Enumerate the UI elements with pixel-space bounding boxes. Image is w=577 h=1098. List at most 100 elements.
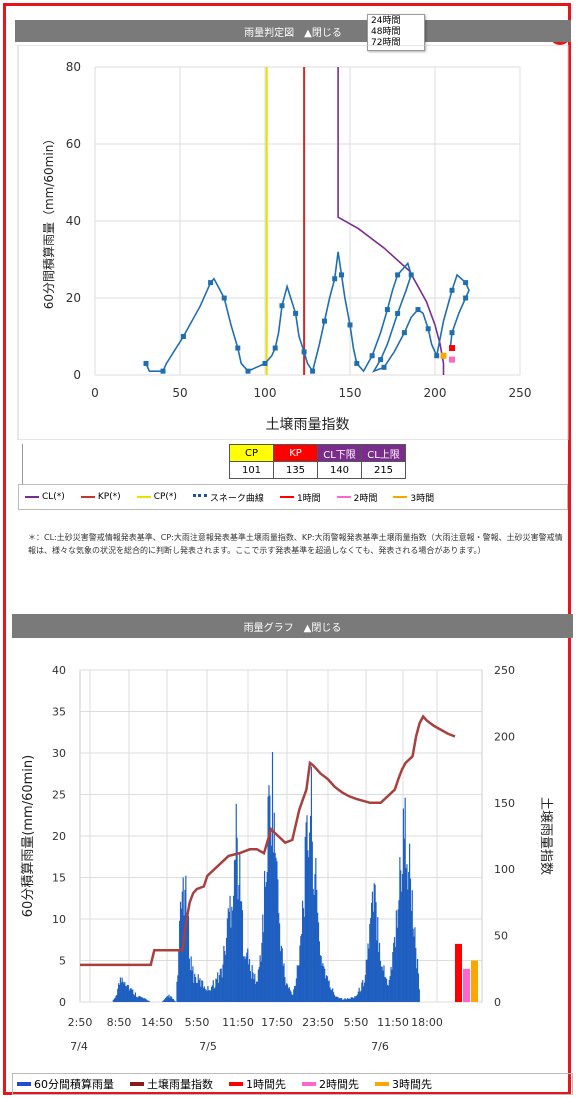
snake-point	[245, 368, 251, 374]
rain-bar	[128, 990, 130, 1002]
period-option-24[interactable]: 24時間	[371, 16, 401, 26]
rain-bar	[271, 752, 274, 1002]
forecast-point	[449, 345, 455, 352]
rain-bar	[140, 996, 142, 1002]
rain-bar	[376, 940, 378, 1002]
disclaimer-note: ＊：CL:土砂災害警戒情報発表基準、CP:大雨注意報発表基準土壌雨量指数、KP:…	[28, 533, 563, 555]
rain-bar	[415, 948, 417, 1002]
period-option-72[interactable]: 72時間	[371, 38, 401, 48]
y2-tick-label: 100	[494, 863, 515, 876]
rain-bar	[301, 933, 303, 1002]
rain-bar	[209, 990, 211, 1002]
legend-item: 3時間	[393, 491, 434, 504]
rain-bar	[389, 976, 391, 1002]
rain-bar	[220, 968, 222, 1002]
rain-bar	[194, 973, 196, 1002]
snake-point	[384, 307, 390, 313]
rain-bar	[125, 986, 128, 1002]
rain-bar	[355, 995, 358, 1002]
rain-bar	[342, 999, 344, 1002]
rain-bar	[373, 883, 375, 1002]
rain-bar	[286, 983, 288, 1002]
panel2-header[interactable]: 雨量グラフ ▲閉じる	[12, 614, 573, 638]
rainfall-graph: 0 5 10 15 20 25 30 35 40 0 50 100 150 200 250 2:50 8:50 1…	[21, 664, 553, 1053]
rain-bar	[305, 822, 307, 1002]
snake-point	[401, 330, 407, 336]
rain-bar	[202, 980, 204, 1002]
legend-swatch	[17, 1082, 31, 1086]
rain-bar	[317, 912, 319, 1002]
rain-bar	[167, 996, 169, 1002]
rain-bar	[299, 945, 301, 1002]
snake-point	[408, 272, 414, 278]
snake-point	[293, 310, 299, 316]
rain-bar	[355, 996, 357, 1002]
snake-point	[395, 272, 401, 278]
rain-bar	[365, 960, 367, 1002]
period-option-48[interactable]: 48時間	[371, 27, 401, 37]
rain-bar	[180, 908, 183, 1002]
legend-swatch	[302, 1082, 316, 1086]
rain-bar	[207, 986, 209, 1002]
rain-bar	[214, 987, 216, 1002]
rain-bar	[170, 995, 172, 1002]
rain-bar	[390, 966, 392, 1002]
snake-point	[381, 364, 387, 370]
rain-bar	[334, 996, 336, 1002]
y2-tick-label: 150	[494, 797, 515, 810]
rain-bar	[315, 857, 317, 1002]
rain-bar	[186, 924, 188, 1002]
rain-bar	[190, 956, 192, 1002]
x-tick-label: 0	[91, 386, 99, 400]
rain-bar	[356, 994, 359, 1002]
rain-bar	[115, 995, 117, 1002]
rain-bar	[118, 984, 121, 1002]
snake-point	[415, 307, 421, 313]
rain-bar	[337, 996, 339, 1002]
rain-bar	[191, 970, 193, 1002]
rain-bar	[398, 900, 400, 1002]
rain-bar	[253, 979, 255, 1002]
rain-bar	[193, 982, 195, 1002]
rain-bar	[298, 964, 300, 1002]
rain-bar	[132, 989, 134, 1002]
rain-bar	[236, 837, 238, 1002]
rain-bar	[388, 980, 390, 1002]
snake-point	[208, 280, 214, 286]
rain-bar	[225, 954, 227, 1002]
rain-bar	[275, 857, 277, 1002]
rain-bar	[233, 860, 236, 1002]
rain-bar	[176, 981, 178, 1002]
rain-bar	[208, 990, 210, 1002]
snake-point	[369, 353, 375, 359]
rain-bar	[189, 970, 191, 1002]
rain-bar	[212, 980, 214, 1002]
rain-bar	[392, 951, 394, 1002]
rain-bar	[259, 955, 261, 1002]
rain-bar	[224, 951, 226, 1002]
rain-bar	[290, 991, 292, 1002]
legend-item: 1時間	[279, 491, 321, 504]
rain-bar	[137, 997, 139, 1002]
y-tick-label: 20	[52, 830, 66, 843]
rain-bar	[399, 857, 401, 1002]
rain-bar	[246, 952, 248, 1002]
legend-item: 2時間	[336, 491, 377, 504]
legend-swatch	[279, 496, 294, 498]
rain-bar	[144, 998, 146, 1002]
legend-label: KP(*)	[97, 492, 121, 502]
rain-bar	[280, 945, 282, 1002]
y-tick-label: 20	[66, 291, 81, 305]
rain-bar	[255, 983, 257, 1002]
panel1-header[interactable]: 雨量判定図 ▲閉じる	[15, 20, 571, 42]
threshold-value-cp: 101	[229, 461, 274, 479]
rain-bar	[129, 988, 131, 1002]
soil-index-line	[80, 714, 456, 967]
rain-bar	[213, 988, 215, 1002]
rain-bar	[141, 997, 143, 1002]
rain-bar	[265, 882, 267, 1002]
rain-bar	[169, 997, 171, 1002]
rain-bar	[394, 947, 397, 1002]
rain-bar	[234, 859, 236, 1002]
rain-bar	[352, 997, 354, 1002]
